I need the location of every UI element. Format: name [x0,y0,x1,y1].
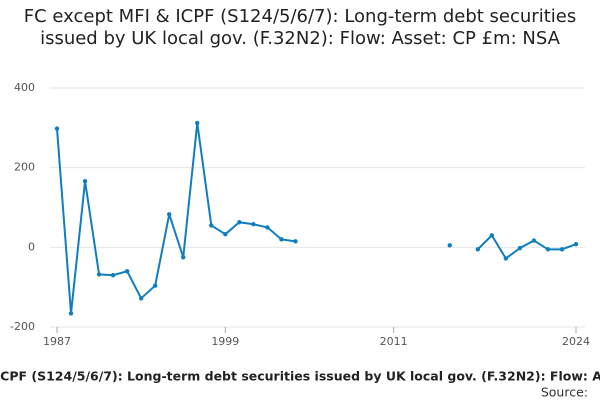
point [251,222,256,227]
point [531,238,537,243]
x-tick-label: 2024 [562,335,590,348]
x-axis-label: FC except MFI & ICPF (S124/5/6/7): Long-… [0,369,600,384]
point [265,225,270,230]
point [124,269,130,274]
point [573,241,579,247]
point [152,283,158,288]
y-tick-label: -200 [10,320,35,333]
point [237,220,242,225]
point [181,255,186,260]
x-tick-label: 1999 [211,335,239,348]
y-tick-label: 200 [14,161,35,174]
source: Source: [541,385,588,400]
point [447,243,452,248]
point [209,223,214,228]
point [167,212,172,217]
point [54,126,60,131]
point [517,245,523,251]
y-tick-label: 400 [14,81,35,94]
point [545,247,551,252]
point [293,239,298,244]
x-tick-label: 2011 [380,335,408,348]
point [96,272,102,277]
y-tick-label: 0 [28,240,35,253]
point [110,273,116,278]
point [82,179,88,184]
point [279,237,284,242]
line [56,122,577,315]
point [138,296,144,301]
point [503,256,509,261]
point [68,311,74,316]
point [559,247,565,252]
point [475,247,481,252]
point [223,231,228,237]
point [489,233,495,238]
point [195,120,200,126]
x-tick-label: 1987 [43,335,71,348]
chart-title: FC except MFI & ICPF (S124/5/6/7): Long-… [23,6,577,49]
